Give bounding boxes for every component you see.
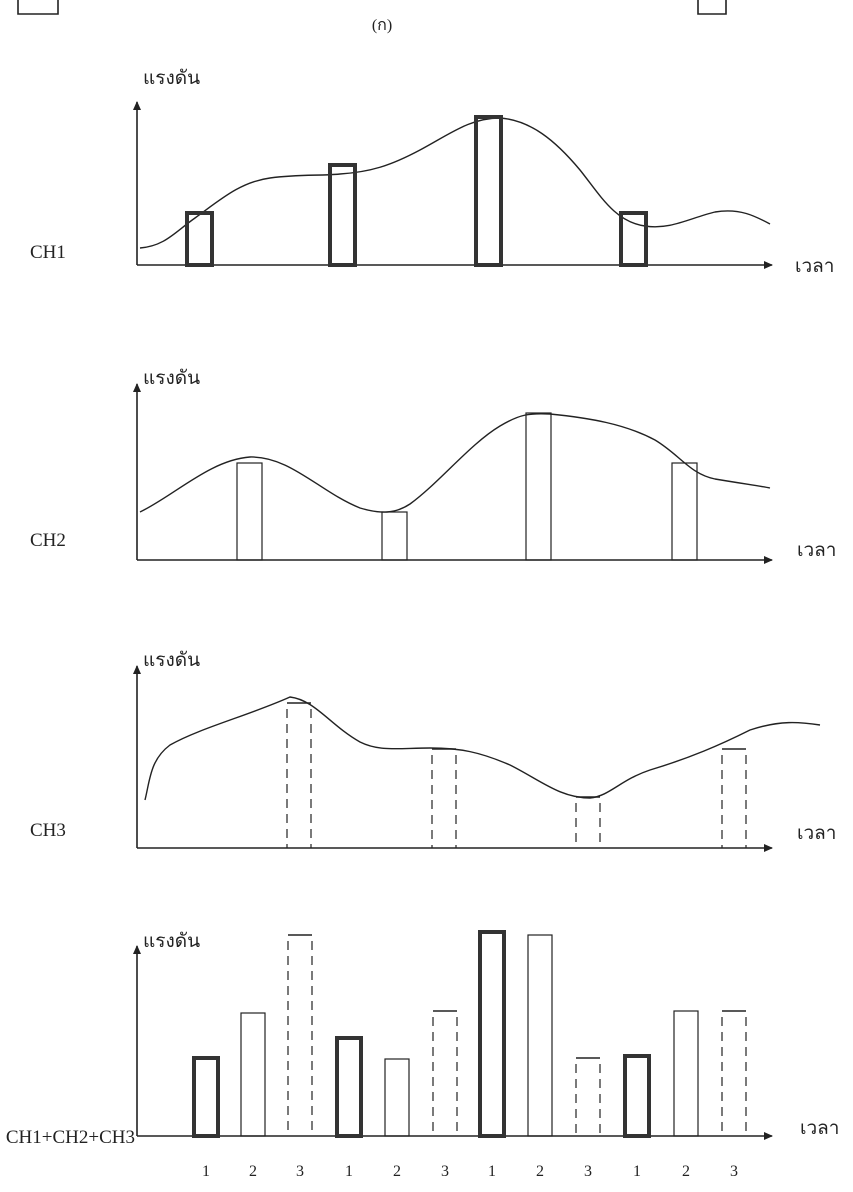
signal-curve — [139, 413, 771, 513]
corner-box — [17, 0, 59, 15]
x-axis-label: เวลา — [800, 1118, 839, 1139]
sample-bar — [527, 934, 553, 1137]
y-axis-label: แรงดัน — [143, 368, 200, 389]
channel-label: CH3 — [30, 820, 66, 841]
sample-bar — [381, 511, 408, 561]
x-axis-label: เวลา — [797, 823, 836, 844]
x-tick-label: 3 — [441, 1163, 449, 1180]
x-axis-label: เวลา — [797, 540, 836, 561]
sample-bar — [673, 1010, 699, 1137]
sample-bar — [236, 462, 263, 561]
x-tick-label: 2 — [393, 1163, 401, 1180]
sample-bar — [623, 1054, 651, 1138]
x-tick-label: 2 — [682, 1163, 690, 1180]
caption: (ก) — [372, 17, 392, 34]
channel-label: CH1+CH2+CH3 — [6, 1127, 135, 1148]
x-tick-label: 2 — [536, 1163, 544, 1180]
channel-label: CH2 — [30, 530, 66, 551]
y-axis-label: แรงดัน — [143, 68, 200, 89]
x-tick-label: 1 — [345, 1163, 353, 1180]
sample-bar — [525, 412, 552, 561]
sample-bar — [619, 211, 648, 267]
sample-bar — [671, 462, 698, 561]
channel-label: CH1 — [30, 242, 66, 263]
panel-sum — [133, 945, 773, 1140]
corner-box — [697, 0, 727, 15]
x-tick-label: 1 — [633, 1163, 641, 1180]
x-tick-label: 1 — [488, 1163, 496, 1180]
signal-curve — [144, 696, 821, 801]
sample-bar — [192, 1056, 220, 1138]
sample-bar — [384, 1058, 410, 1137]
sample-bar — [185, 211, 214, 267]
sample-bar — [240, 1012, 266, 1137]
x-tick-label: 2 — [249, 1163, 257, 1180]
x-tick-label: 3 — [730, 1163, 738, 1180]
x-axis-label: เวลา — [795, 256, 834, 277]
sample-bar — [478, 930, 506, 1138]
panel-ch1 — [133, 101, 773, 269]
x-tick-label: 3 — [296, 1163, 304, 1180]
panel-ch2 — [133, 383, 773, 564]
x-tick-label: 3 — [584, 1163, 592, 1180]
y-axis-label: แรงดัน — [143, 931, 200, 952]
signal-curve — [139, 117, 771, 249]
sample-bar — [328, 163, 357, 267]
y-axis-label: แรงดัน — [143, 650, 200, 671]
x-tick-label: 1 — [202, 1163, 210, 1180]
sample-bar — [474, 115, 503, 267]
sample-bar — [335, 1036, 363, 1138]
panel-ch3 — [133, 665, 821, 852]
